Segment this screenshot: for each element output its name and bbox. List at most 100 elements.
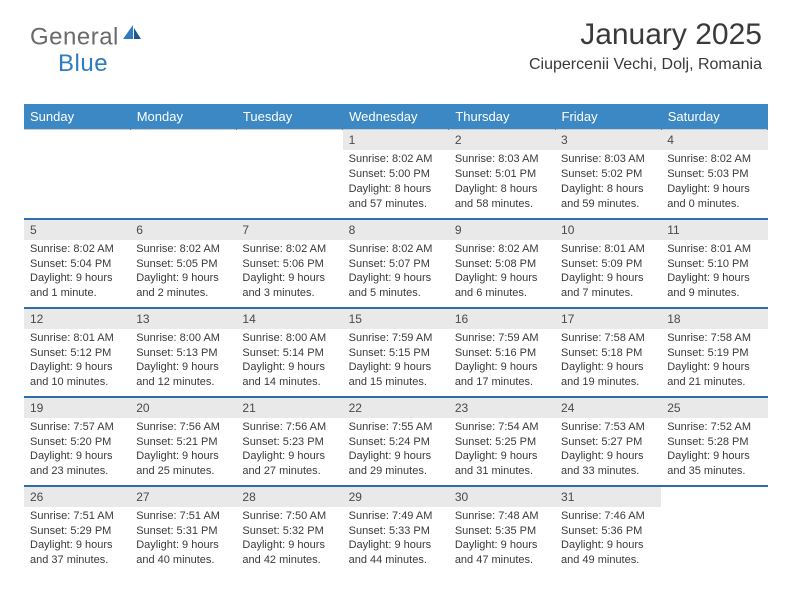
day-number: 18 — [661, 309, 767, 329]
calendar-cell: 15Sunrise: 7:59 AMSunset: 5:15 PMDayligh… — [343, 308, 449, 397]
calendar-cell: 28Sunrise: 7:50 AMSunset: 5:32 PMDayligh… — [236, 486, 342, 575]
calendar-cell: 10Sunrise: 8:01 AMSunset: 5:09 PMDayligh… — [555, 219, 661, 308]
calendar-cell: 6Sunrise: 8:02 AMSunset: 5:05 PMDaylight… — [130, 219, 236, 308]
day-number: 30 — [449, 487, 555, 507]
brand-logo: General Blue — [30, 20, 143, 84]
day-number: 13 — [130, 309, 236, 329]
day-body: Sunrise: 7:58 AMSunset: 5:18 PMDaylight:… — [555, 329, 661, 393]
calendar-cell: 19Sunrise: 7:57 AMSunset: 5:20 PMDayligh… — [24, 397, 130, 486]
calendar-cell: 27Sunrise: 7:51 AMSunset: 5:31 PMDayligh… — [130, 486, 236, 575]
calendar-cell: 16Sunrise: 7:59 AMSunset: 5:16 PMDayligh… — [449, 308, 555, 397]
calendar-cell: 3Sunrise: 8:03 AMSunset: 5:02 PMDaylight… — [555, 130, 661, 219]
day-body: Sunrise: 8:01 AMSunset: 5:12 PMDaylight:… — [24, 329, 130, 393]
day-number: 24 — [555, 398, 661, 418]
day-body: Sunrise: 7:52 AMSunset: 5:28 PMDaylight:… — [661, 418, 767, 482]
calendar-cell: 18Sunrise: 7:58 AMSunset: 5:19 PMDayligh… — [661, 308, 767, 397]
day-body: Sunrise: 7:53 AMSunset: 5:27 PMDaylight:… — [555, 418, 661, 482]
day-number: 3 — [555, 130, 661, 150]
calendar-cell: 11Sunrise: 8:01 AMSunset: 5:10 PMDayligh… — [661, 219, 767, 308]
day-number: 4 — [661, 130, 767, 150]
calendar-row: 5Sunrise: 8:02 AMSunset: 5:04 PMDaylight… — [24, 219, 768, 308]
calendar-row: 1Sunrise: 8:02 AMSunset: 5:00 PMDaylight… — [24, 130, 768, 219]
calendar-cell: 13Sunrise: 8:00 AMSunset: 5:13 PMDayligh… — [130, 308, 236, 397]
day-body: Sunrise: 7:55 AMSunset: 5:24 PMDaylight:… — [343, 418, 449, 482]
day-number: 21 — [236, 398, 342, 418]
calendar-cell: 30Sunrise: 7:48 AMSunset: 5:35 PMDayligh… — [449, 486, 555, 575]
day-number: 16 — [449, 309, 555, 329]
calendar-cell: 31Sunrise: 7:46 AMSunset: 5:36 PMDayligh… — [555, 486, 661, 575]
calendar-cell: 9Sunrise: 8:02 AMSunset: 5:08 PMDaylight… — [449, 219, 555, 308]
day-body: Sunrise: 7:59 AMSunset: 5:16 PMDaylight:… — [449, 329, 555, 393]
calendar-cell: 26Sunrise: 7:51 AMSunset: 5:29 PMDayligh… — [24, 486, 130, 575]
day-body: Sunrise: 8:03 AMSunset: 5:01 PMDaylight:… — [449, 150, 555, 214]
calendar-cell — [130, 130, 236, 219]
dow-header: Wednesday — [343, 104, 449, 130]
day-body: Sunrise: 8:02 AMSunset: 5:08 PMDaylight:… — [449, 240, 555, 304]
day-number: 7 — [236, 220, 342, 240]
calendar-cell: 23Sunrise: 7:54 AMSunset: 5:25 PMDayligh… — [449, 397, 555, 486]
day-body: Sunrise: 8:00 AMSunset: 5:14 PMDaylight:… — [236, 329, 342, 393]
calendar-cell: 24Sunrise: 7:53 AMSunset: 5:27 PMDayligh… — [555, 397, 661, 486]
day-body: Sunrise: 7:56 AMSunset: 5:21 PMDaylight:… — [130, 418, 236, 482]
header: January 2025 Ciupercenii Vechi, Dolj, Ro… — [529, 18, 762, 74]
calendar-cell: 17Sunrise: 7:58 AMSunset: 5:18 PMDayligh… — [555, 308, 661, 397]
calendar-cell: 8Sunrise: 8:02 AMSunset: 5:07 PMDaylight… — [343, 219, 449, 308]
day-body: Sunrise: 7:46 AMSunset: 5:36 PMDaylight:… — [555, 507, 661, 571]
month-title: January 2025 — [529, 18, 762, 52]
day-number: 23 — [449, 398, 555, 418]
dow-header: Sunday — [24, 104, 130, 130]
day-body: Sunrise: 8:03 AMSunset: 5:02 PMDaylight:… — [555, 150, 661, 214]
day-body: Sunrise: 7:56 AMSunset: 5:23 PMDaylight:… — [236, 418, 342, 482]
day-number: 11 — [661, 220, 767, 240]
day-number: 6 — [130, 220, 236, 240]
day-body: Sunrise: 8:01 AMSunset: 5:10 PMDaylight:… — [661, 240, 767, 304]
calendar-cell: 22Sunrise: 7:55 AMSunset: 5:24 PMDayligh… — [343, 397, 449, 486]
day-number: 31 — [555, 487, 661, 507]
calendar-cell: 20Sunrise: 7:56 AMSunset: 5:21 PMDayligh… — [130, 397, 236, 486]
dow-header: Friday — [555, 104, 661, 130]
dow-header: Tuesday — [236, 104, 342, 130]
day-number: 1 — [343, 130, 449, 150]
day-body: Sunrise: 8:01 AMSunset: 5:09 PMDaylight:… — [555, 240, 661, 304]
calendar-cell: 5Sunrise: 8:02 AMSunset: 5:04 PMDaylight… — [24, 219, 130, 308]
calendar-cell: 1Sunrise: 8:02 AMSunset: 5:00 PMDaylight… — [343, 130, 449, 219]
day-body: Sunrise: 7:50 AMSunset: 5:32 PMDaylight:… — [236, 507, 342, 571]
day-number: 9 — [449, 220, 555, 240]
calendar-row: 26Sunrise: 7:51 AMSunset: 5:29 PMDayligh… — [24, 486, 768, 575]
calendar-cell: 4Sunrise: 8:02 AMSunset: 5:03 PMDaylight… — [661, 130, 767, 219]
day-number: 12 — [24, 309, 130, 329]
day-body: Sunrise: 7:48 AMSunset: 5:35 PMDaylight:… — [449, 507, 555, 571]
day-body: Sunrise: 8:02 AMSunset: 5:03 PMDaylight:… — [661, 150, 767, 214]
day-number: 26 — [24, 487, 130, 507]
calendar-cell — [24, 130, 130, 219]
day-body: Sunrise: 7:54 AMSunset: 5:25 PMDaylight:… — [449, 418, 555, 482]
day-body: Sunrise: 7:49 AMSunset: 5:33 PMDaylight:… — [343, 507, 449, 571]
day-number: 20 — [130, 398, 236, 418]
calendar-row: 12Sunrise: 8:01 AMSunset: 5:12 PMDayligh… — [24, 308, 768, 397]
day-body: Sunrise: 8:02 AMSunset: 5:00 PMDaylight:… — [343, 150, 449, 214]
day-number: 14 — [236, 309, 342, 329]
location: Ciupercenii Vechi, Dolj, Romania — [529, 56, 762, 74]
brand-part2: Blue — [58, 50, 108, 77]
day-number: 5 — [24, 220, 130, 240]
day-body: Sunrise: 8:02 AMSunset: 5:07 PMDaylight:… — [343, 240, 449, 304]
day-number: 28 — [236, 487, 342, 507]
calendar-cell: 25Sunrise: 7:52 AMSunset: 5:28 PMDayligh… — [661, 397, 767, 486]
day-number: 17 — [555, 309, 661, 329]
day-number: 8 — [343, 220, 449, 240]
calendar-cell: 14Sunrise: 8:00 AMSunset: 5:14 PMDayligh… — [236, 308, 342, 397]
calendar-cell: 29Sunrise: 7:49 AMSunset: 5:33 PMDayligh… — [343, 486, 449, 575]
day-body: Sunrise: 8:02 AMSunset: 5:05 PMDaylight:… — [130, 240, 236, 304]
calendar-cell — [661, 486, 767, 575]
dow-header: Thursday — [449, 104, 555, 130]
day-body: Sunrise: 7:58 AMSunset: 5:19 PMDaylight:… — [661, 329, 767, 393]
calendar-cell: 12Sunrise: 8:01 AMSunset: 5:12 PMDayligh… — [24, 308, 130, 397]
calendar-cell — [236, 130, 342, 219]
calendar-row: 19Sunrise: 7:57 AMSunset: 5:20 PMDayligh… — [24, 397, 768, 486]
day-body: Sunrise: 7:59 AMSunset: 5:15 PMDaylight:… — [343, 329, 449, 393]
calendar-cell: 2Sunrise: 8:03 AMSunset: 5:01 PMDaylight… — [449, 130, 555, 219]
day-number: 15 — [343, 309, 449, 329]
day-number: 19 — [24, 398, 130, 418]
day-number: 10 — [555, 220, 661, 240]
dow-header-row: Sunday Monday Tuesday Wednesday Thursday… — [24, 104, 768, 130]
